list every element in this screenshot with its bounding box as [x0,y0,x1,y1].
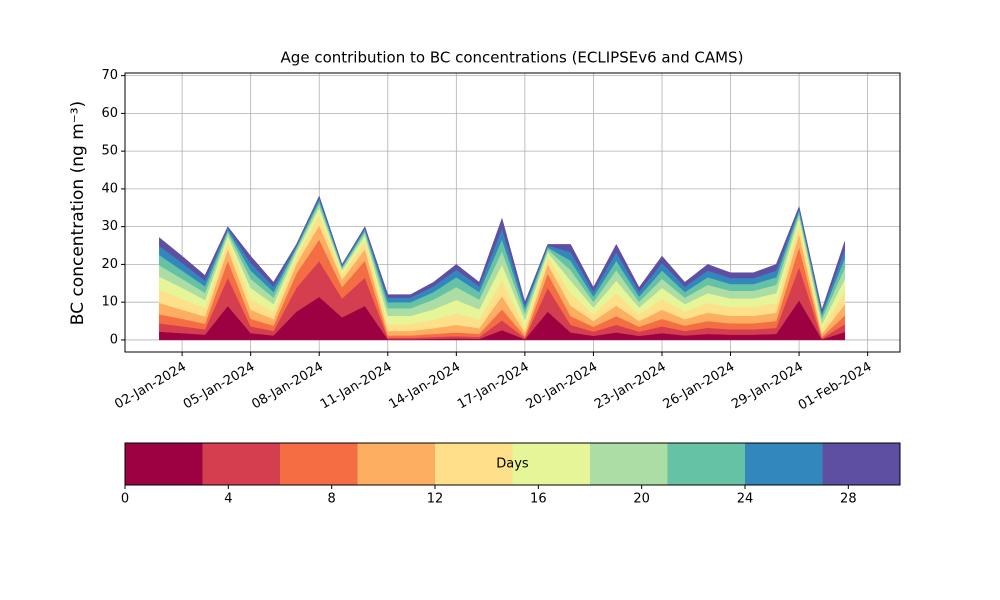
plot-frame [124,72,901,353]
x-tick-label: 02-Jan-2024 [112,360,189,413]
y-tick-label: 30 [101,219,118,234]
area [159,195,846,313]
colorbar-tick-label: 12 [427,492,444,507]
y-tick-label: 40 [101,181,118,196]
colorbar-frame [124,442,901,486]
colorbar-swatch [435,443,513,485]
colorbar-tick-label: 16 [530,492,547,507]
y-tick-label: 10 [101,295,118,310]
x-tick-label: 23-Jan-2024 [592,360,669,413]
colorbar-swatch [125,443,203,485]
colorbar-tick-label: 20 [633,492,650,507]
colorbar-swatch [512,443,591,485]
colorbar-tick-label: 8 [328,492,336,507]
colorbar-swatch [202,443,281,485]
x-tick-label: 05-Jan-2024 [181,360,258,413]
x-tick-label: 17-Jan-2024 [455,360,532,413]
x-tick-label: 20-Jan-2024 [524,360,601,413]
x-tick-label: 11-Jan-2024 [318,360,395,413]
colorbar-tick-label: 24 [737,492,754,507]
chart-title: Age contribution to BC concentrations (E… [281,49,744,67]
colorbar-swatch [357,443,436,485]
colorbar-swatch [667,443,746,485]
y-tick-label: 70 [101,68,118,83]
colorbar-tick-label: 28 [840,492,857,507]
colorbar-swatch [590,443,668,485]
y-tick-label: 0 [110,332,118,347]
x-tick-label: 29-Jan-2024 [729,360,806,413]
y-tick-label: 50 [101,144,118,159]
colorbar-swatch [745,443,823,485]
colorbar-tick-label: 0 [121,492,129,507]
colorbar-swatch [822,443,901,485]
x-tick-label: 26-Jan-2024 [661,360,738,413]
colorbar-swatch [280,443,358,485]
x-tick-label: 08-Jan-2024 [249,360,326,413]
colorbar-tick-label: 4 [224,492,232,507]
colorbar-label: Days [496,457,529,472]
x-tick-label: 01-Feb-2024 [796,360,875,414]
y-tick-label: 20 [101,257,118,272]
y-tick-label: 60 [101,106,118,121]
x-tick-label: 14-Jan-2024 [386,360,463,413]
y-axis-label: BC concentration (ng m⁻³) [68,101,88,325]
